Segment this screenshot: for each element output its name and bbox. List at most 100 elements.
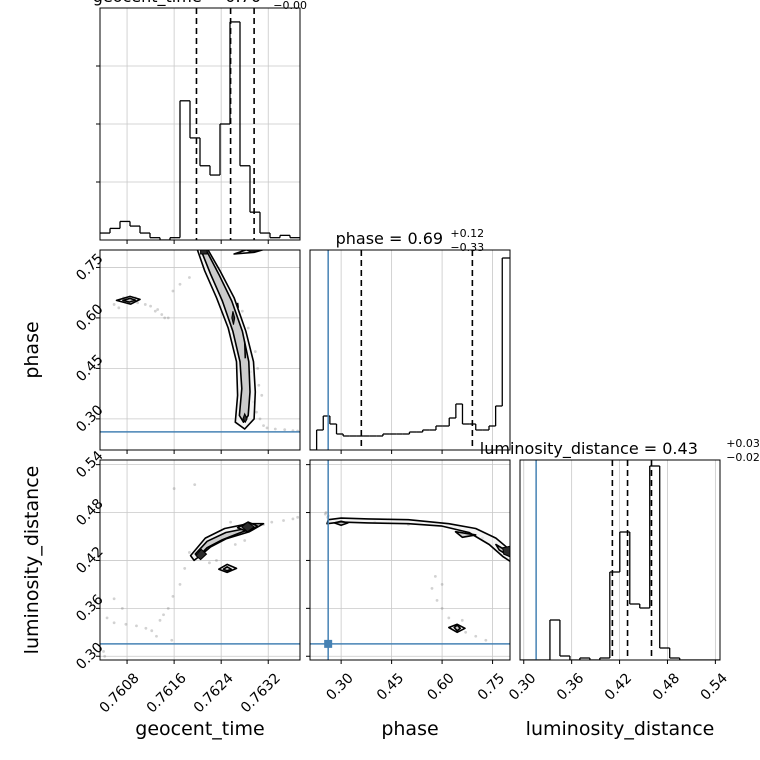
title-sub: −0.00 (273, 0, 307, 12)
x-tick-label: 0.7632 (238, 670, 284, 716)
sample-point (149, 304, 152, 308)
sample-point (215, 559, 218, 562)
sample-point (172, 487, 176, 490)
x-tick-label: 0.7616 (144, 670, 190, 716)
contour-clip-group (100, 250, 300, 433)
sample-point (270, 520, 274, 524)
sample-point (163, 316, 167, 320)
density-peak (242, 412, 248, 424)
density-peak (200, 250, 208, 255)
x-tick-label: 0.30 (506, 670, 539, 703)
hist-panel-geocent_time: geocent_time = 0.76+0.00−0.00 (93, 0, 307, 244)
contour-line (236, 302, 239, 308)
contour-clip-group (310, 460, 510, 660)
sample-point (143, 303, 147, 306)
sample-point (171, 594, 175, 598)
y-axis-label: luminosity_distance (21, 466, 43, 655)
sample-point (112, 621, 116, 625)
x-axis-label: phase (381, 718, 438, 740)
sample-point (255, 410, 258, 414)
density-peak (244, 250, 262, 253)
sample-point (246, 326, 250, 330)
sample-point (178, 582, 182, 586)
contour-clip-group (100, 483, 300, 658)
sample-point (155, 634, 158, 638)
sample-point (156, 308, 160, 311)
contour-outer (326, 517, 510, 563)
sample-point (430, 586, 434, 590)
sample-point (484, 638, 488, 642)
sample-point (440, 606, 444, 610)
panel-phase_vs_geocent_time: 0.300.450.600.75 (73, 249, 301, 454)
luminosity_distance_vs_phase-frame (309, 459, 511, 661)
hist-clip-group (520, 460, 720, 660)
sample-point (283, 428, 287, 432)
x-tick-label: 0.42 (602, 670, 635, 703)
sample-point (260, 393, 264, 397)
sample-point (105, 616, 109, 620)
sample-point (240, 309, 244, 313)
hist-clip-group (310, 250, 510, 450)
contour-line (243, 341, 247, 359)
x-tick-label: 0.7608 (97, 670, 143, 716)
sample-point (170, 638, 174, 642)
contour-inner (333, 520, 349, 527)
sample-point (150, 629, 154, 633)
sample-point (440, 582, 444, 586)
sample-point (273, 427, 277, 431)
sample-point (433, 575, 437, 578)
x-tick-label: 0.60 (424, 670, 457, 703)
hist-clip-group (100, 8, 300, 240)
hist-panel-luminosity_distance: 0.30 0.36 0.42 0.48 0.54 luminosity_distance … (480, 437, 760, 704)
sample-point (296, 515, 300, 519)
x-axis-label: geocent_time (135, 718, 264, 740)
panel-luminosity_distance_vs_geocent_time: 0.7608 0.7616 0.7624 0.76320.300.360.420.48… (73, 448, 301, 716)
sample-point (435, 598, 439, 602)
sample-point (124, 622, 128, 626)
axis-labels: geocent_time phase luminosity_distancephas… (21, 321, 714, 740)
title-label: phase = 0.69 (336, 229, 443, 248)
sample-point (166, 606, 170, 610)
sample-point (183, 567, 187, 570)
x-tick-label: 0.36 (554, 670, 587, 703)
sample-point (257, 383, 261, 387)
sample-point (243, 539, 247, 542)
sample-point (171, 289, 175, 293)
sample-point (464, 630, 468, 634)
sample-point (460, 618, 464, 622)
title-sub: −0.02 (726, 451, 760, 464)
sample-point (256, 366, 260, 370)
density-peak (502, 545, 510, 558)
density-peak (231, 311, 236, 325)
sample-point (258, 417, 262, 421)
sample-point (262, 424, 265, 428)
sample-point (120, 606, 124, 610)
sample-point (282, 519, 285, 522)
title-phase: phase = 0.69 +0.12−0.33 (336, 227, 485, 254)
sample-point (323, 512, 327, 516)
sample-point (253, 350, 257, 353)
contour-inner (453, 624, 462, 632)
title-sup: +0.12 (450, 227, 484, 240)
x-tick-label: 0.45 (374, 670, 407, 703)
hist-luminosity_distance-frame (519, 459, 721, 661)
sample-point (136, 301, 140, 305)
title-geocent_time: geocent_time = 0.76+0.00−0.00 (93, 0, 307, 12)
sample-point (166, 316, 170, 320)
sample-point (102, 650, 105, 653)
sample-point (103, 654, 107, 658)
x-tick-label: 0.54 (698, 670, 731, 703)
sample-point (208, 561, 211, 565)
sample-point (233, 543, 237, 546)
sample-point (188, 551, 191, 554)
sample-point (162, 613, 165, 617)
sample-point (112, 303, 116, 306)
panel-luminosity_distance_vs_phase: 0.30 0.45 0.60 0.75 (306, 459, 511, 704)
sample-point (112, 597, 116, 601)
sample-point (158, 618, 162, 622)
sample-point (291, 517, 295, 521)
contour-inner (122, 297, 137, 303)
x-axis-label: luminosity_distance (526, 718, 715, 740)
sample-point (135, 624, 138, 628)
